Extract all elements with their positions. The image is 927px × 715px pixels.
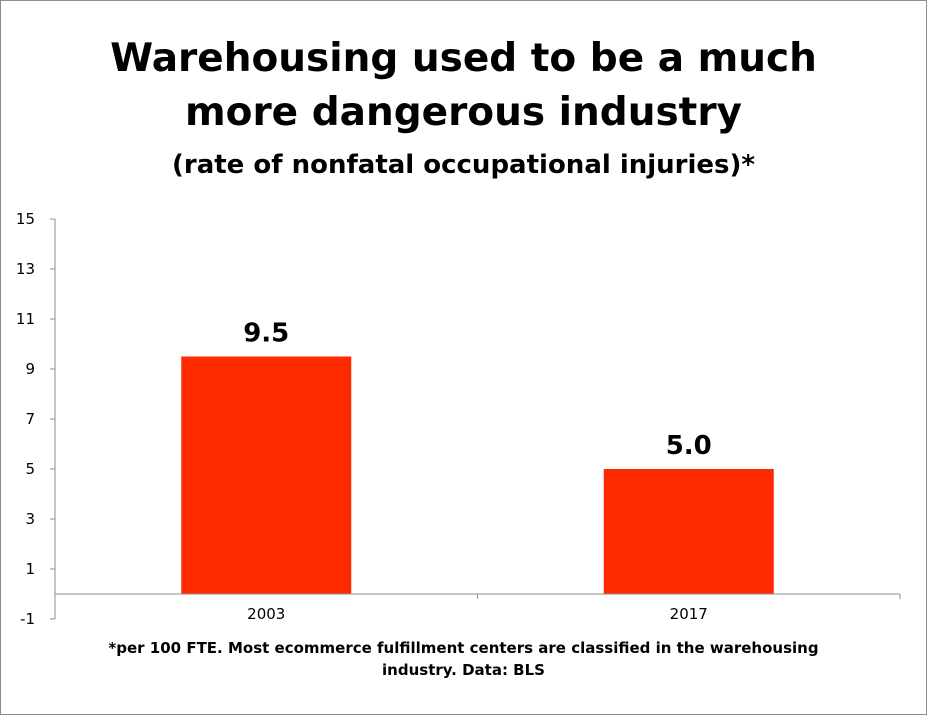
y-tick-label: 11: [16, 310, 35, 328]
bar-2017: [603, 469, 774, 594]
y-tick-label: 15: [16, 210, 35, 228]
y-tick-label: 13: [16, 260, 35, 278]
data-label-2003: 9.5: [243, 319, 289, 349]
y-tick-label: 1: [25, 560, 35, 578]
chart-subtitle: (rate of nonfatal occupational injuries)…: [171, 150, 755, 180]
footnote-line-1: *per 100 FTE. Most ecommerce fulfillment…: [108, 639, 819, 657]
y-tick-label: 5: [25, 460, 35, 478]
chart-title-line-2: more dangerous industry: [185, 90, 742, 135]
chart-title-line-1: Warehousing used to be a much: [110, 36, 817, 81]
data-label-2017: 5.0: [666, 431, 712, 461]
y-tick-label: -1: [20, 610, 35, 628]
footnote: *per 100 FTE. Most ecommerce fulfillment…: [0, 637, 927, 681]
bar-2003: [181, 356, 352, 594]
y-tick-label: 3: [25, 510, 35, 528]
y-tick-label: 7: [25, 410, 35, 428]
x-tick-label-2017: 2017: [670, 605, 708, 623]
y-tick-label: 9: [25, 360, 35, 378]
x-tick-label-2003: 2003: [247, 605, 285, 623]
footnote-line-2: industry. Data: BLS: [382, 661, 545, 679]
